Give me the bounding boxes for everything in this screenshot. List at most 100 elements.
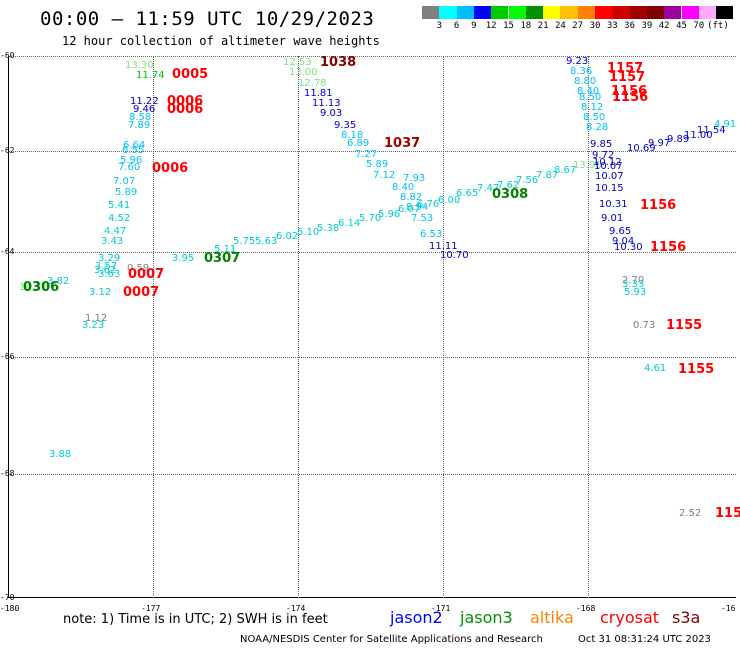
latitude-line — [8, 151, 736, 152]
colorbar-swatch — [716, 6, 734, 19]
wave-height-label: 5.96 — [120, 155, 143, 166]
wave-height-label: 6.14 — [338, 218, 361, 229]
wave-height-label: 13.00 — [289, 67, 318, 78]
wave-height-label: 7.60 — [118, 162, 141, 173]
wave-height-label: 10.07 — [594, 161, 623, 172]
wave-height-label: 8.36 — [570, 66, 593, 77]
colorbar-swatch — [491, 6, 509, 19]
wave-height-label: 10.15 — [595, 183, 624, 194]
time-mark: 0006 — [167, 94, 204, 109]
time-mark: 0306 — [23, 280, 60, 295]
legend-altika: altika — [530, 608, 574, 627]
colorbar-swatch — [543, 6, 561, 19]
wave-height-label: 13.96 — [573, 160, 602, 171]
wave-height-label: 9.03 — [320, 108, 343, 119]
wave-height-label: 8.18 — [341, 130, 364, 141]
colorbar-label: 24 — [554, 21, 566, 31]
wave-height-label: 3.23 — [82, 320, 105, 331]
wave-height-label: 5.11 — [214, 244, 237, 255]
colorbar-label: 18 — [520, 21, 532, 31]
wave-height-label: 11.54 — [697, 125, 726, 136]
generated-timestamp: Oct 31 08:31:24 UTC 2023 — [578, 634, 711, 645]
wave-height-label: 11.11 — [429, 241, 458, 252]
wave-height-label: 3.29 — [98, 253, 121, 264]
wave-height-label: 2.52 — [679, 508, 702, 519]
colorbar-label: 21 — [537, 21, 549, 31]
wave-height-label: 3.62 — [94, 265, 117, 276]
wave-height-label: 6.64 — [123, 140, 146, 151]
wave-height-label: 8.94 — [406, 202, 429, 213]
wave-height-label: 10.30 — [614, 242, 643, 253]
wave-height-label: 9.23 — [566, 56, 589, 67]
time-mark: 1156 — [611, 84, 648, 99]
wave-height-label: 9.72 — [592, 150, 615, 161]
time-mark: 0006 — [167, 102, 204, 117]
wave-height-label: 7.53 — [411, 213, 434, 224]
wave-height-label: 4.91 — [714, 119, 737, 130]
time-mark: 1157 — [607, 61, 644, 76]
colorbar-label: 36 — [624, 21, 636, 31]
colorbar-label: 9 — [471, 21, 477, 31]
colorbar-swatch — [560, 6, 578, 19]
wave-height-label: 9.01 — [601, 213, 624, 224]
wave-height-label: 5.63 — [255, 236, 278, 247]
wave-height-label: 7.56 — [516, 175, 539, 186]
wave-height-label: 5.89 — [115, 187, 138, 198]
wave-height-label: 6.00 — [438, 195, 461, 206]
colorbar-swatch — [595, 6, 613, 19]
wave-height-label: 10.70 — [440, 250, 469, 261]
wave-height-label: 4.52 — [108, 213, 131, 224]
longitude-line — [443, 56, 444, 598]
wave-height-label: 11.74 — [136, 70, 165, 81]
longitude-label: -16 — [721, 604, 736, 613]
wave-height-label: 7.93 — [403, 173, 426, 184]
wave-height-label: 8.50 — [583, 112, 606, 123]
time-mark: 115 — [715, 506, 740, 521]
latitude-label: -70 — [0, 593, 15, 602]
colorbar-label: 27 — [572, 21, 584, 31]
wave-height-label: 3.43 — [101, 236, 124, 247]
time-mark: 0007 — [123, 285, 160, 300]
wave-height-label: 5.70 — [359, 213, 382, 224]
time-mark: 1157 — [609, 70, 646, 85]
time-mark: 1155 — [678, 362, 715, 377]
latitude-line — [8, 357, 736, 358]
wave-height-label: 6.02 — [276, 231, 299, 242]
wave-height-label: 8.67 — [554, 165, 577, 176]
wave-height-label: 7.12 — [373, 170, 396, 181]
colorbar-label: 30 — [589, 21, 601, 31]
wave-height-label: 6.89 — [347, 138, 370, 149]
latitude-label: -60 — [0, 51, 15, 60]
latitude-label: -66 — [0, 352, 15, 361]
time-mark: 1037 — [384, 136, 421, 151]
longitude-label: -168 — [576, 604, 596, 613]
colorbar-label: 15 — [503, 21, 514, 31]
wave-height-label: 5.38 — [317, 223, 340, 234]
wave-height-label: 0.73 — [633, 320, 656, 331]
time-mark: 0006 — [152, 161, 189, 176]
wave-height-label: 8.50 — [579, 92, 602, 103]
wave-height-label: 8.28 — [586, 122, 609, 133]
colorbar-swatch — [456, 6, 474, 19]
wave-height-label: 7.89 — [128, 120, 151, 131]
wave-height-label: 14.32 — [19, 282, 48, 293]
colorbar-swatch — [629, 6, 647, 19]
wave-height-label: 9.35 — [334, 120, 357, 131]
wave-height-label: 9.85 — [590, 139, 613, 150]
colorbar-swatch — [422, 6, 440, 19]
wave-height-label: 6.53 — [420, 229, 443, 240]
wave-height-label: 13.30 — [125, 60, 154, 71]
colorbar-label: 12 — [485, 21, 497, 31]
legend-s3a: s3a — [672, 608, 701, 627]
wave-height-label: 7.87 — [536, 170, 559, 181]
time-mark: 0007 — [128, 267, 165, 282]
credit-text: NOAA/NESDIS Center for Satellite Applica… — [240, 634, 543, 645]
wave-height-label: 3.88 — [49, 449, 72, 460]
wave-height-label: 8.12 — [581, 102, 604, 113]
colorbar-label: 33 — [606, 21, 618, 31]
wave-height-label: 11.22 — [130, 96, 159, 107]
colorbar-swatch — [681, 6, 699, 19]
wave-height-label: 11.13 — [312, 98, 341, 109]
wave-height-label: 10.69 — [627, 143, 656, 154]
